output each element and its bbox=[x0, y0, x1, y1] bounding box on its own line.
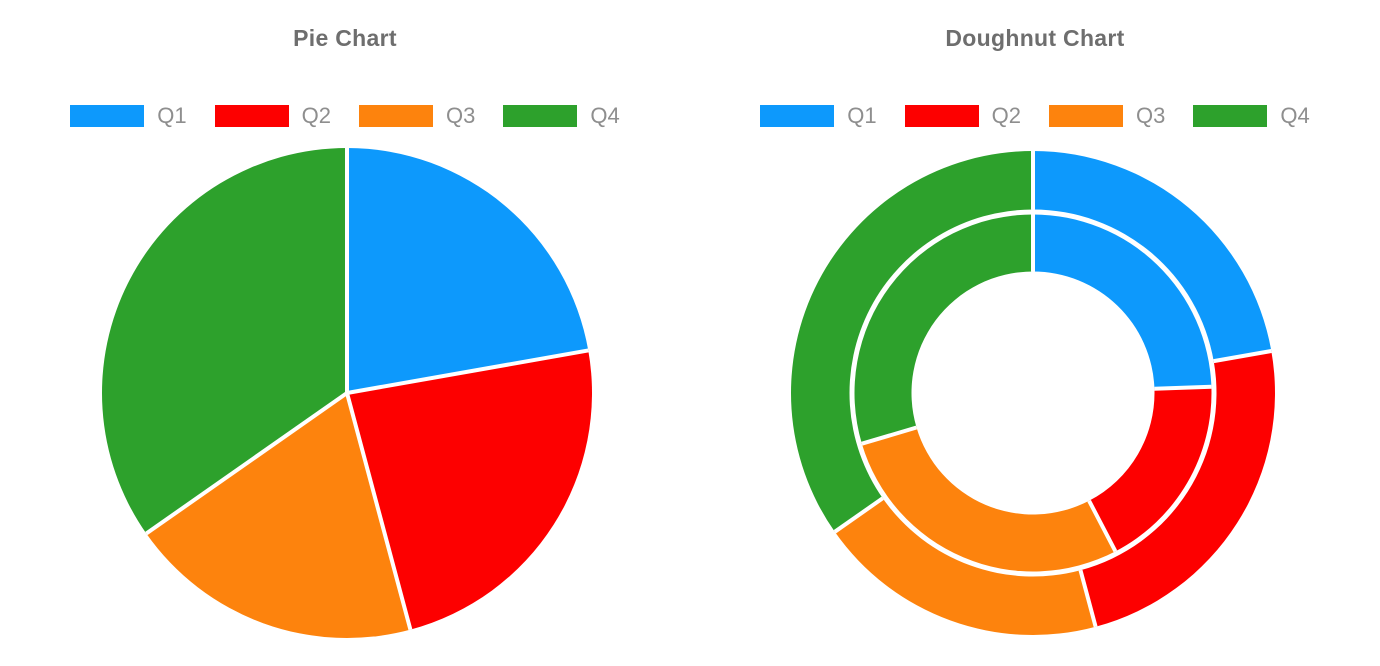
doughnut-inner-segment-q4[interactable] bbox=[854, 214, 1033, 444]
pie-segment-q2[interactable] bbox=[347, 350, 593, 630]
pie-segment-border bbox=[346, 348, 589, 395]
legend-item-q3[interactable]: Q3 bbox=[359, 105, 475, 127]
legend-label-q3: Q3 bbox=[1136, 103, 1166, 128]
doughnut-outer-segment-q4[interactable] bbox=[791, 151, 1033, 532]
doughnut-outer-segment-border bbox=[1078, 569, 1098, 628]
doughnut-outer-segment-border bbox=[833, 496, 884, 534]
pie-chart-legend: Q1 Q2 Q3 Q4 bbox=[0, 105, 690, 127]
pie-segment-q4[interactable] bbox=[101, 148, 347, 534]
legend-item-q4[interactable]: Q4 bbox=[503, 103, 620, 128]
pie-chart-title: Pie Chart bbox=[293, 25, 397, 51]
doughnut-inner-segment-border bbox=[1087, 499, 1118, 553]
doughnut-chart-legend: Q1 Q2 Q3 Q4 bbox=[690, 105, 1380, 127]
doughnut-inner-segment-q2[interactable] bbox=[1089, 386, 1212, 552]
legend-item-q1[interactable]: Q1 bbox=[70, 103, 187, 128]
doughnut-inner-segment-border bbox=[861, 425, 918, 446]
legend-label-q1: Q1 bbox=[847, 103, 877, 128]
legend-swatch-q2 bbox=[904, 105, 979, 127]
doughnut-chart-title: Doughnut Chart bbox=[945, 25, 1125, 51]
pie-segment-border bbox=[145, 391, 349, 536]
legend-item-q3[interactable]: Q3 bbox=[1049, 105, 1165, 127]
legend-item-q2[interactable]: Q2 bbox=[904, 103, 1021, 128]
legend-label-q3: Q3 bbox=[446, 103, 476, 128]
doughnut-inner-segment-border bbox=[1154, 384, 1212, 391]
doughnut-inner-segment-q3[interactable] bbox=[861, 427, 1116, 572]
doughnut-outer-segment-q2[interactable] bbox=[1080, 350, 1275, 627]
doughnut-chart-panel: Doughnut Chart Q1 Q2 Q3 Q4 bbox=[690, 0, 1380, 666]
doughnut-outer-segment-q1[interactable] bbox=[1033, 151, 1272, 362]
legend-swatch-q3 bbox=[359, 105, 433, 127]
legend-swatch-q4 bbox=[503, 105, 578, 127]
legend-swatch-q4 bbox=[1193, 105, 1268, 127]
legend-swatch-q3 bbox=[1049, 105, 1123, 127]
doughnut-outer-segment-border bbox=[1213, 349, 1272, 364]
legend-label-q4: Q4 bbox=[1280, 103, 1310, 128]
legend-label-q2: Q2 bbox=[991, 103, 1021, 128]
legend-label-q4: Q4 bbox=[590, 103, 620, 128]
legend-item-q2[interactable]: Q2 bbox=[214, 103, 331, 128]
legend-item-q4[interactable]: Q4 bbox=[1193, 103, 1310, 128]
pie-chart-panel: Pie Chart Q1 Q2 Q3 Q4 bbox=[0, 0, 690, 666]
legend-swatch-q1 bbox=[70, 105, 145, 127]
doughnut-outer-segment-q3[interactable] bbox=[834, 498, 1096, 635]
legend-item-q1[interactable]: Q1 bbox=[760, 103, 877, 128]
legend-swatch-q2 bbox=[214, 105, 289, 127]
pie-segment-border bbox=[345, 392, 413, 631]
doughnut-inner-segment-q1[interactable] bbox=[1033, 214, 1212, 389]
legend-label-q2: Q2 bbox=[301, 103, 331, 128]
pie-chart-plot[interactable] bbox=[0, 0, 690, 666]
legend-swatch-q1 bbox=[760, 105, 835, 127]
legend-label-q1: Q1 bbox=[157, 103, 187, 128]
pie-segment-q3[interactable] bbox=[146, 393, 411, 638]
pie-segment-q1[interactable] bbox=[347, 148, 589, 393]
doughnut-chart-plot[interactable] bbox=[690, 0, 1380, 666]
